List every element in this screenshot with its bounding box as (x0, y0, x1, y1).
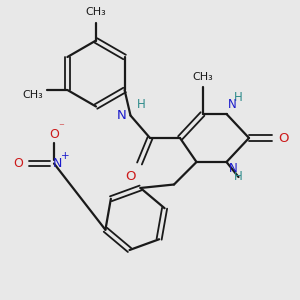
Text: CH₃: CH₃ (22, 89, 44, 100)
Text: +: + (61, 151, 70, 161)
Text: O: O (14, 157, 23, 170)
Text: O: O (49, 128, 59, 141)
Text: O: O (278, 131, 289, 145)
Text: N: N (229, 162, 238, 175)
Text: H: H (234, 170, 243, 184)
Text: CH₃: CH₃ (192, 71, 213, 82)
Text: H: H (234, 91, 243, 104)
Text: O: O (125, 170, 136, 184)
Text: H: H (136, 98, 146, 112)
Text: N: N (117, 109, 126, 122)
Text: N: N (52, 157, 62, 170)
Text: CH₃: CH₃ (85, 7, 106, 17)
Text: ⁻: ⁻ (58, 122, 64, 132)
Text: N: N (227, 98, 236, 111)
